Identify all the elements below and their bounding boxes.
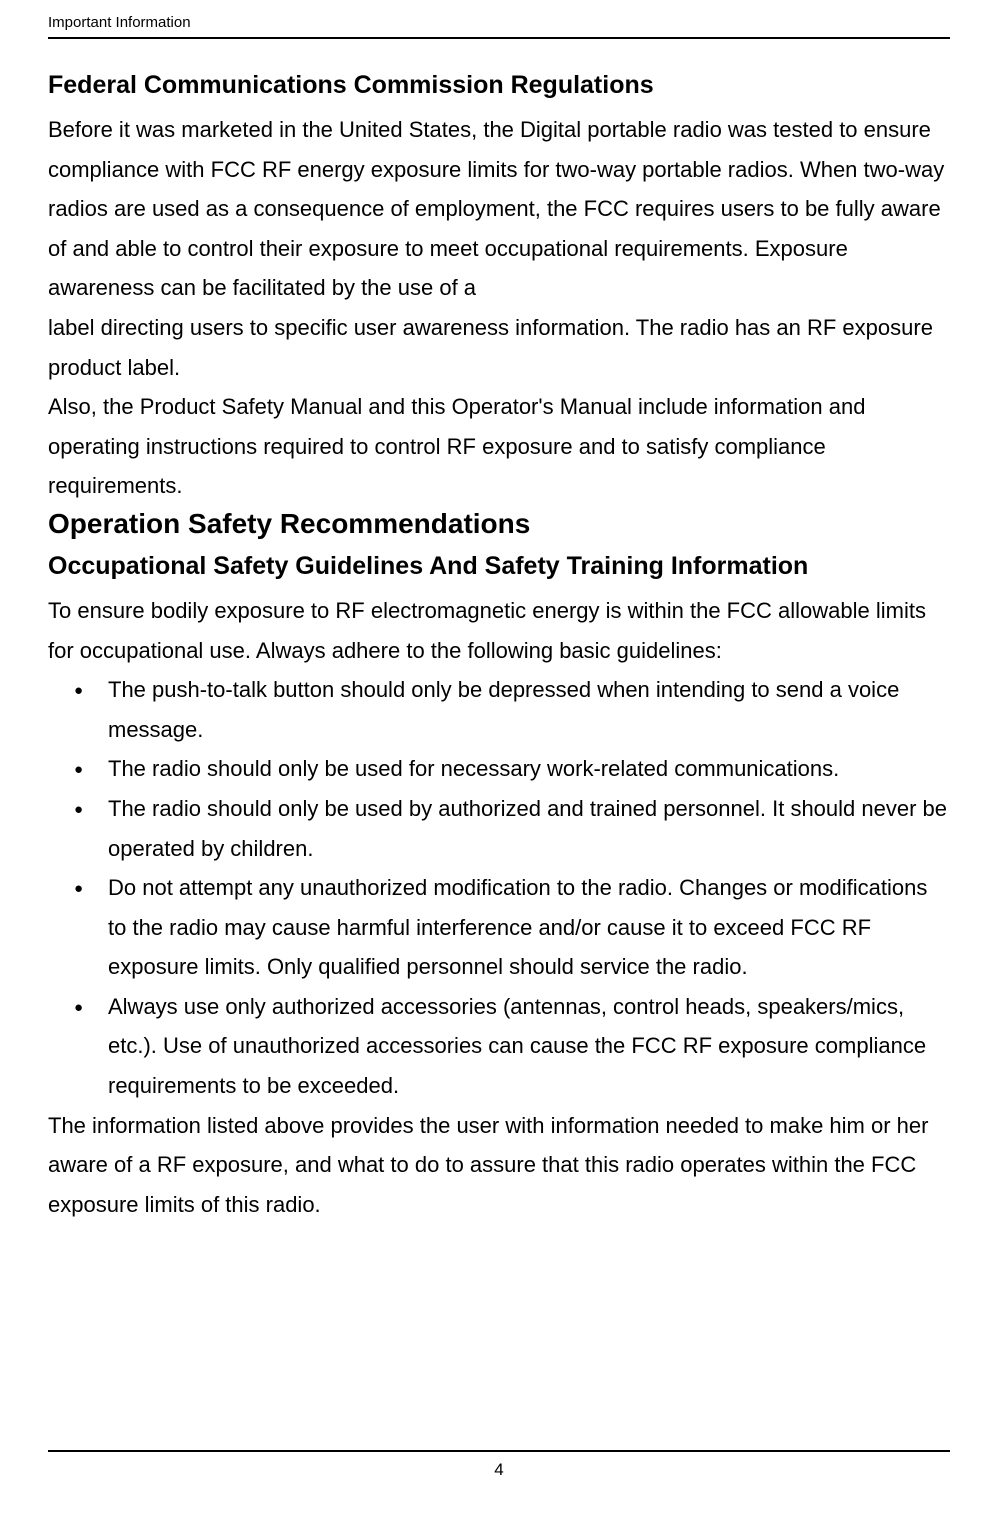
bullet-text: The radio should only be used by authori… <box>108 789 950 868</box>
bullet-icon: ● <box>74 749 108 789</box>
bullet-icon: ● <box>74 868 108 987</box>
footer-divider <box>48 1450 950 1452</box>
bullet-text: The radio should only be used for necess… <box>108 749 950 789</box>
list-item: ● Do not attempt any unauthorized modifi… <box>48 868 950 987</box>
bullet-icon: ● <box>74 670 108 749</box>
fcc-paragraph-1: Before it was marketed in the United Sta… <box>48 110 950 308</box>
fcc-heading: Federal Communications Commission Regula… <box>48 71 950 100</box>
guidelines-intro: To ensure bodily exposure to RF electrom… <box>48 591 950 670</box>
bullet-icon: ● <box>74 987 108 1106</box>
page-number: 4 <box>48 1460 950 1480</box>
operation-safety-heading: Operation Safety Recommendations <box>48 508 950 540</box>
fcc-paragraph-2: label directing users to specific user a… <box>48 308 950 387</box>
guidelines-list: ● The push-to-talk button should only be… <box>48 670 950 1106</box>
occupational-subheading: Occupational Safety Guidelines And Safet… <box>48 552 950 581</box>
bullet-text: Do not attempt any unauthorized modifica… <box>108 868 950 987</box>
list-item: ● The radio should only be used by autho… <box>48 789 950 868</box>
list-item: ● The radio should only be used for nece… <box>48 749 950 789</box>
header-section-label: Important Information <box>48 14 950 37</box>
closing-paragraph: The information listed above provides th… <box>48 1106 950 1225</box>
page-footer: 4 <box>48 1450 950 1480</box>
list-item: ● Always use only authorized accessories… <box>48 987 950 1106</box>
header-divider <box>48 37 950 39</box>
bullet-icon: ● <box>74 789 108 868</box>
bullet-text: The push-to-talk button should only be d… <box>108 670 950 749</box>
fcc-paragraph-3: Also, the Product Safety Manual and this… <box>48 387 950 506</box>
list-item: ● The push-to-talk button should only be… <box>48 670 950 749</box>
bullet-text: Always use only authorized accessories (… <box>108 987 950 1106</box>
